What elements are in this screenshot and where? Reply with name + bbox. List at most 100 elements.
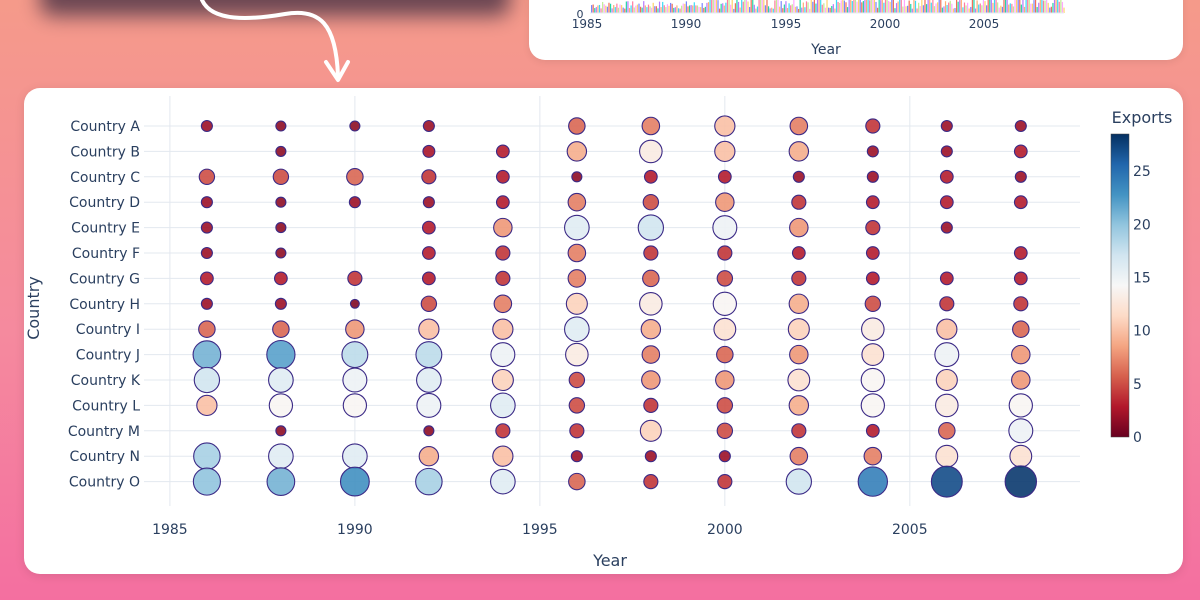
bubble-point[interactable]: [275, 247, 287, 259]
bubble-point[interactable]: [715, 192, 735, 212]
bubble-point[interactable]: [192, 467, 221, 496]
bubble-point[interactable]: [639, 139, 663, 164]
bubble-point[interactable]: [196, 394, 218, 417]
bubble-point[interactable]: [1009, 444, 1033, 468]
bubble-point[interactable]: [200, 119, 213, 133]
bubble-point[interactable]: [495, 144, 510, 159]
bubble-point[interactable]: [349, 120, 361, 132]
bubble-point[interactable]: [416, 392, 442, 418]
bubble-point[interactable]: [940, 221, 953, 234]
bubble-point[interactable]: [1011, 344, 1031, 365]
bubble-point[interactable]: [421, 271, 436, 286]
bubble-point[interactable]: [200, 221, 213, 234]
bubble-point[interactable]: [643, 397, 659, 413]
bubble-point[interactable]: [272, 320, 290, 338]
bubble-point[interactable]: [198, 168, 216, 186]
bubble-point[interactable]: [639, 419, 662, 442]
bubble-point[interactable]: [420, 295, 438, 313]
bubble-point[interactable]: [568, 472, 586, 491]
bubble-point[interactable]: [200, 246, 213, 260]
bubble-point[interactable]: [1013, 246, 1028, 260]
bubble-point[interactable]: [641, 370, 661, 390]
bubble-point[interactable]: [570, 450, 583, 463]
bubble-point[interactable]: [493, 294, 513, 314]
bubble-point[interactable]: [1014, 170, 1027, 183]
bubble-point[interactable]: [641, 116, 661, 136]
bubble-point[interactable]: [268, 393, 294, 418]
bubble-point[interactable]: [930, 465, 963, 498]
bubble-point[interactable]: [1012, 320, 1030, 338]
bubble-point[interactable]: [789, 446, 809, 466]
bubble-point[interactable]: [272, 168, 290, 186]
bubble-point[interactable]: [715, 370, 735, 390]
bubble-point[interactable]: [422, 144, 436, 158]
bubble-point[interactable]: [571, 171, 583, 183]
bubble-point[interactable]: [865, 220, 881, 236]
bubble-point[interactable]: [342, 393, 368, 418]
bubble-point[interactable]: [567, 269, 587, 288]
bubble-point[interactable]: [193, 442, 221, 470]
bubble-point[interactable]: [495, 270, 511, 286]
bubble-point[interactable]: [421, 169, 437, 185]
bubble-point[interactable]: [717, 169, 732, 184]
bubble-point[interactable]: [564, 214, 590, 241]
bubble-point[interactable]: [866, 170, 879, 183]
bubble-point[interactable]: [568, 371, 586, 389]
bubble-point[interactable]: [935, 368, 958, 392]
bubble-point[interactable]: [639, 291, 663, 316]
bubble-point[interactable]: [275, 120, 287, 132]
bubble-point[interactable]: [791, 270, 807, 286]
bubble-point[interactable]: [567, 192, 587, 212]
bubble-point[interactable]: [637, 214, 665, 241]
bubble-point[interactable]: [1013, 195, 1028, 210]
bubble-point[interactable]: [415, 467, 443, 496]
bubble-point[interactable]: [492, 445, 514, 467]
bubble-point[interactable]: [866, 145, 879, 158]
bubble-point[interactable]: [349, 298, 360, 309]
bubble-point[interactable]: [714, 140, 736, 163]
bubble-point[interactable]: [939, 271, 954, 286]
bubble-point[interactable]: [566, 141, 588, 162]
bubble-point[interactable]: [495, 423, 511, 439]
bubble-point[interactable]: [939, 195, 954, 210]
bubble-point[interactable]: [1004, 465, 1038, 498]
bubble-point[interactable]: [788, 395, 810, 416]
bubble-point[interactable]: [863, 446, 883, 466]
bubble-point[interactable]: [865, 246, 880, 260]
bubble-point[interactable]: [268, 443, 294, 470]
bubble-point[interactable]: [865, 118, 881, 134]
bubble-point[interactable]: [865, 195, 880, 210]
bubble-point[interactable]: [712, 291, 738, 316]
bubble-point[interactable]: [200, 196, 213, 209]
bubble-point[interactable]: [643, 474, 659, 490]
bubble-point[interactable]: [939, 169, 954, 184]
bubble-point[interactable]: [495, 169, 510, 184]
bubble-point[interactable]: [864, 295, 882, 313]
bubble-point[interactable]: [940, 119, 953, 133]
bubble-point[interactable]: [568, 397, 586, 414]
bubble-point[interactable]: [935, 444, 959, 468]
bubble-point[interactable]: [564, 316, 590, 343]
bubble-point[interactable]: [716, 397, 734, 414]
bubble-point[interactable]: [342, 367, 368, 393]
bubble-point[interactable]: [1008, 393, 1033, 418]
bubble-point[interactable]: [493, 217, 513, 238]
bubble-point[interactable]: [788, 141, 810, 162]
bubble-point[interactable]: [495, 245, 511, 261]
bubble-point[interactable]: [713, 317, 737, 341]
bubble-point[interactable]: [421, 220, 436, 235]
bubble-point[interactable]: [860, 367, 885, 393]
bubble-point[interactable]: [422, 196, 435, 209]
bubble-point[interactable]: [865, 271, 880, 286]
bubble-point[interactable]: [936, 318, 958, 340]
bubble-point[interactable]: [490, 342, 516, 368]
bubble-point[interactable]: [422, 119, 435, 133]
bubble-point[interactable]: [791, 423, 807, 439]
bubble-point[interactable]: [789, 344, 809, 365]
bubble-point[interactable]: [342, 443, 368, 470]
bubble-point[interactable]: [273, 271, 288, 286]
bubble-point[interactable]: [642, 193, 660, 211]
bubble-point[interactable]: [940, 145, 953, 158]
bubble-point[interactable]: [268, 367, 294, 393]
bubble-point[interactable]: [490, 468, 516, 495]
